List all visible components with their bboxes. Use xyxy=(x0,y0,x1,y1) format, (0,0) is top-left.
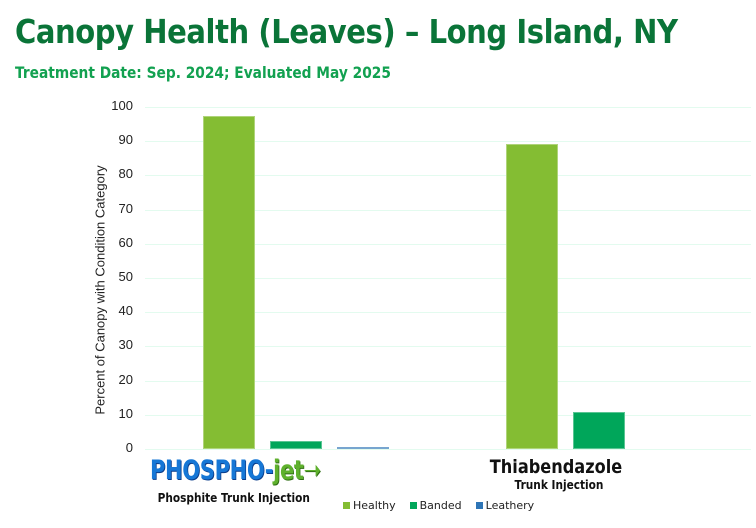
gridline xyxy=(145,209,751,211)
plot-area xyxy=(145,107,751,450)
gridline xyxy=(145,312,751,314)
category-2-sublabel: Trunk Injection xyxy=(514,478,604,492)
leathery-swatch-icon xyxy=(475,502,483,509)
gridline xyxy=(145,141,751,143)
category-2-label: Thiabendazole xyxy=(489,456,623,478)
legend-label: Banded xyxy=(419,499,462,512)
y-tick-label: 40 xyxy=(118,303,133,319)
y-tick-label: 30 xyxy=(118,337,133,353)
y-tick-label: 100 xyxy=(111,98,133,113)
legend-item-leathery: Leathery xyxy=(475,499,535,512)
y-tick-label: 20 xyxy=(118,371,133,387)
bar-banded-1 xyxy=(270,441,322,449)
legend-label: Leathery xyxy=(485,499,535,512)
healthy-swatch-icon xyxy=(343,502,350,509)
legend: Healthy Banded Leathery xyxy=(343,499,534,512)
logo-text-phospho: PHOSPHO- xyxy=(150,455,274,486)
y-tick-label: 0 xyxy=(125,440,133,455)
bar-banded-2 xyxy=(573,412,625,449)
gridline xyxy=(145,346,751,348)
gridline xyxy=(145,449,751,450)
arrow-icon: ➝ xyxy=(303,455,322,486)
logo-text-jet: jet xyxy=(273,455,304,486)
bar-healthy-2 xyxy=(506,143,558,449)
legend-label: Healthy xyxy=(353,499,396,512)
legend-item-healthy: Healthy xyxy=(343,499,396,512)
bar-leathery-1 xyxy=(337,446,389,449)
y-tick-label: 10 xyxy=(118,405,133,421)
gridline xyxy=(145,107,751,108)
y-tick-label: 70 xyxy=(118,200,133,216)
y-tick-label: 50 xyxy=(118,269,133,284)
gridline xyxy=(145,414,751,416)
gridline xyxy=(145,175,751,177)
legend-item-banded: Banded xyxy=(409,499,462,512)
category-1-sublabel: Phosphite Trunk Injection xyxy=(157,491,310,505)
phospho-jet-logo: PHOSPHO-jet➝ xyxy=(150,455,321,486)
y-tick-label: 80 xyxy=(118,166,133,182)
y-tick-label: 60 xyxy=(118,234,133,250)
chart-subtitle: Treatment Date: Sep. 2024; Evaluated May… xyxy=(15,63,391,82)
y-tick-label: 90 xyxy=(118,132,133,148)
banded-swatch-icon xyxy=(409,502,417,509)
chart-title: Canopy Health (Leaves) – Long Island, NY xyxy=(15,12,678,51)
bar-healthy-1 xyxy=(203,116,255,449)
gridline xyxy=(145,278,751,279)
gridline xyxy=(145,243,751,245)
gridline xyxy=(145,380,751,382)
